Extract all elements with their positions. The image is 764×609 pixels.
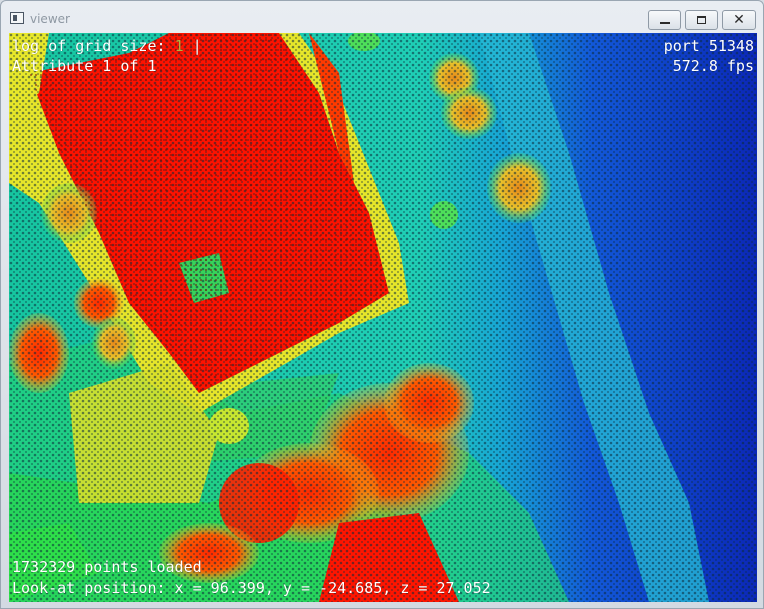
- maximize-button[interactable]: [685, 10, 718, 30]
- port-readout: port 51348: [663, 37, 754, 55]
- grid-size-value: 1: [174, 37, 184, 55]
- title-bar[interactable]: viewer ✕: [1, 1, 763, 33]
- look-at-position-readout: Look-at position: x = 96.399, y = -24.68…: [12, 579, 491, 597]
- window-app-icon: [10, 12, 24, 24]
- grid-size-readout: log of grid size: 1 |: [12, 37, 202, 55]
- points-loaded-readout: 1732329 points loaded: [12, 558, 202, 576]
- window-title: viewer: [30, 12, 70, 26]
- point-cloud-viewport[interactable]: log of grid size: 1 | Attribute 1 of 1 p…: [9, 33, 757, 602]
- maximize-icon: [697, 16, 706, 24]
- point-cloud-render: [9, 33, 757, 602]
- fps-readout: 572.8 fps: [672, 57, 754, 75]
- grid-size-cursor: |: [183, 37, 202, 55]
- close-button[interactable]: ✕: [722, 10, 756, 30]
- close-icon: ✕: [733, 12, 745, 28]
- grid-size-label: log of grid size:: [12, 37, 175, 55]
- minimize-button[interactable]: [648, 10, 681, 30]
- attribute-readout: Attribute 1 of 1: [12, 57, 157, 75]
- minimize-icon: [659, 22, 670, 24]
